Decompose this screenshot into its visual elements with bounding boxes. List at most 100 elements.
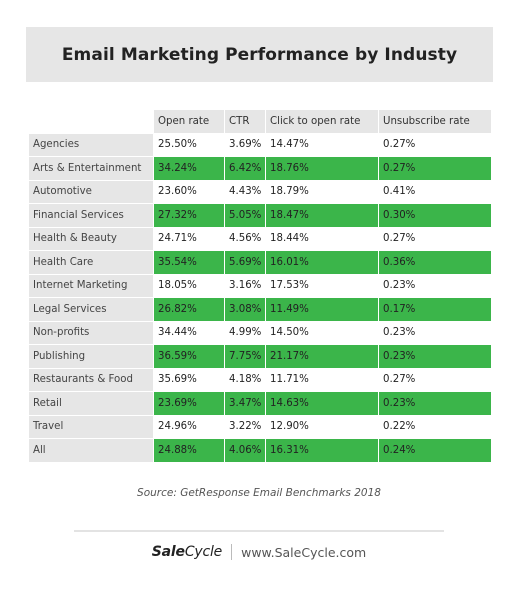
table-cell: 25.50% (154, 133, 224, 156)
table-cell: 0.27% (379, 133, 491, 156)
table-cell: 24.71% (154, 227, 224, 250)
row-label: Legal Services (29, 298, 153, 321)
table-cell: 0.23% (379, 392, 491, 415)
row-label: Agencies (29, 133, 153, 156)
table-cell: 3.47% (225, 392, 265, 415)
table-cell: 5.69% (225, 251, 265, 274)
table-row: Financial Services 27.32% 5.05% 18.47% 0.30% (29, 204, 491, 227)
table-cell: 0.24% (379, 439, 491, 462)
table-cell: 3.69% (225, 133, 265, 156)
salecycle-logo: SaleCycle (152, 544, 222, 560)
logo-bold-text: Sale (151, 544, 185, 560)
table-row: Legal Services 26.82% 3.08% 11.49% 0.17% (29, 298, 491, 321)
performance-table: Open rate CTR Click to open rate Unsubsc… (28, 109, 492, 463)
table-cell: 35.54% (154, 251, 224, 274)
footer-separator (231, 544, 233, 560)
table-cell: 18.79% (266, 180, 378, 203)
table-cell: 12.90% (266, 415, 378, 438)
table-row: Restaurants & Food 35.69% 4.18% 11.71% 0.27% (29, 368, 491, 391)
row-label: Non-profits (29, 321, 153, 344)
row-label: Health & Beauty (29, 227, 153, 250)
table-row: Internet Marketing 18.05% 3.16% 17.53% 0.23% (29, 274, 491, 297)
table-cell: 35.69% (154, 368, 224, 391)
table-cell: 27.32% (154, 204, 224, 227)
footer-divider (74, 530, 444, 532)
table-header-row: Open rate CTR Click to open rate Unsubsc… (29, 110, 491, 133)
title-box: Email Marketing Performance by Industy (26, 27, 493, 82)
table-cell: 23.60% (154, 180, 224, 203)
table-body: Agencies 25.50% 3.69% 14.47% 0.27% Arts & Ent… (29, 133, 491, 462)
logo-rest-text: Cycle (184, 544, 223, 560)
table-cell: 11.49% (266, 298, 378, 321)
table-row: Agencies 25.50% 3.69% 14.47% 0.27% (29, 133, 491, 156)
row-label: Health Care (29, 251, 153, 274)
table-cell: 5.05% (225, 204, 265, 227)
table-cell: 4.18% (225, 368, 265, 391)
row-label: Financial Services (29, 204, 153, 227)
table-cell: 21.17% (266, 345, 378, 368)
row-label: Automotive (29, 180, 153, 203)
table-cell: 0.30% (379, 204, 491, 227)
column-header: Unsubscribe rate (379, 110, 491, 133)
column-header: CTR (225, 110, 265, 133)
table-cell: 3.08% (225, 298, 265, 321)
table-cell: 0.17% (379, 298, 491, 321)
chart-title: Email Marketing Performance by Industy (61, 44, 458, 65)
table-cell: 7.75% (225, 345, 265, 368)
table-row: Travel 24.96% 3.22% 12.90% 0.22% (29, 415, 491, 438)
table-row: Automotive 23.60% 4.43% 18.79% 0.41% (29, 180, 491, 203)
table-cell: 36.59% (154, 345, 224, 368)
table-cell: 0.23% (379, 274, 491, 297)
table-cell: 3.16% (225, 274, 265, 297)
row-label: Arts & Entertainment (29, 157, 153, 180)
table-cell: 11.71% (266, 368, 378, 391)
table-cell: 4.99% (225, 321, 265, 344)
table-cell: 17.53% (266, 274, 378, 297)
row-label: Restaurants & Food (29, 368, 153, 391)
table-cell: 14.47% (266, 133, 378, 156)
row-label: Travel (29, 415, 153, 438)
table-cell: 34.24% (154, 157, 224, 180)
table-row: Publishing 36.59% 7.75% 21.17% 0.23% (29, 345, 491, 368)
header-corner (29, 110, 153, 133)
table-cell: 18.05% (154, 274, 224, 297)
table-cell: 18.76% (266, 157, 378, 180)
table-cell: 4.56% (225, 227, 265, 250)
footer: SaleCycle www.SaleCycle.com (0, 541, 518, 563)
table-cell: 14.50% (266, 321, 378, 344)
table-cell: 0.27% (379, 368, 491, 391)
table-cell: 26.82% (154, 298, 224, 321)
table-row: Retail 23.69% 3.47% 14.63% 0.23% (29, 392, 491, 415)
table-cell: 4.06% (225, 439, 265, 462)
row-label: Internet Marketing (29, 274, 153, 297)
row-label: Publishing (29, 345, 153, 368)
table-cell: 0.41% (379, 180, 491, 203)
table-cell: 23.69% (154, 392, 224, 415)
column-header: Click to open rate (266, 110, 378, 133)
table-cell: 16.01% (266, 251, 378, 274)
table-cell: 18.44% (266, 227, 378, 250)
table-cell: 14.63% (266, 392, 378, 415)
table-row: All 24.88% 4.06% 16.31% 0.24% (29, 439, 491, 462)
row-label: All (29, 439, 153, 462)
table-cell: 0.27% (379, 157, 491, 180)
table-row: Health & Beauty 24.71% 4.56% 18.44% 0.27% (29, 227, 491, 250)
table-row: Arts & Entertainment 34.24% 6.42% 18.76% 0.2… (29, 157, 491, 180)
table-row: Health Care 35.54% 5.69% 16.01% 0.36% (29, 251, 491, 274)
table-cell: 0.23% (379, 321, 491, 344)
column-header: Open rate (154, 110, 224, 133)
table-cell: 0.36% (379, 251, 491, 274)
table-cell: 24.96% (154, 415, 224, 438)
table-cell: 3.22% (225, 415, 265, 438)
table-cell: 0.27% (379, 227, 491, 250)
table-cell: 34.44% (154, 321, 224, 344)
table-cell: 6.42% (225, 157, 265, 180)
source-note: Source: GetResponse Email Benchmarks 201… (137, 487, 381, 499)
table-row: Non-profits 34.44% 4.99% 14.50% 0.23% (29, 321, 491, 344)
table-cell: 4.43% (225, 180, 265, 203)
footer-url: www.SaleCycle.com (241, 544, 367, 560)
table-cell: 0.22% (379, 415, 491, 438)
table-cell: 16.31% (266, 439, 378, 462)
table-cell: 24.88% (154, 439, 224, 462)
row-label: Retail (29, 392, 153, 415)
